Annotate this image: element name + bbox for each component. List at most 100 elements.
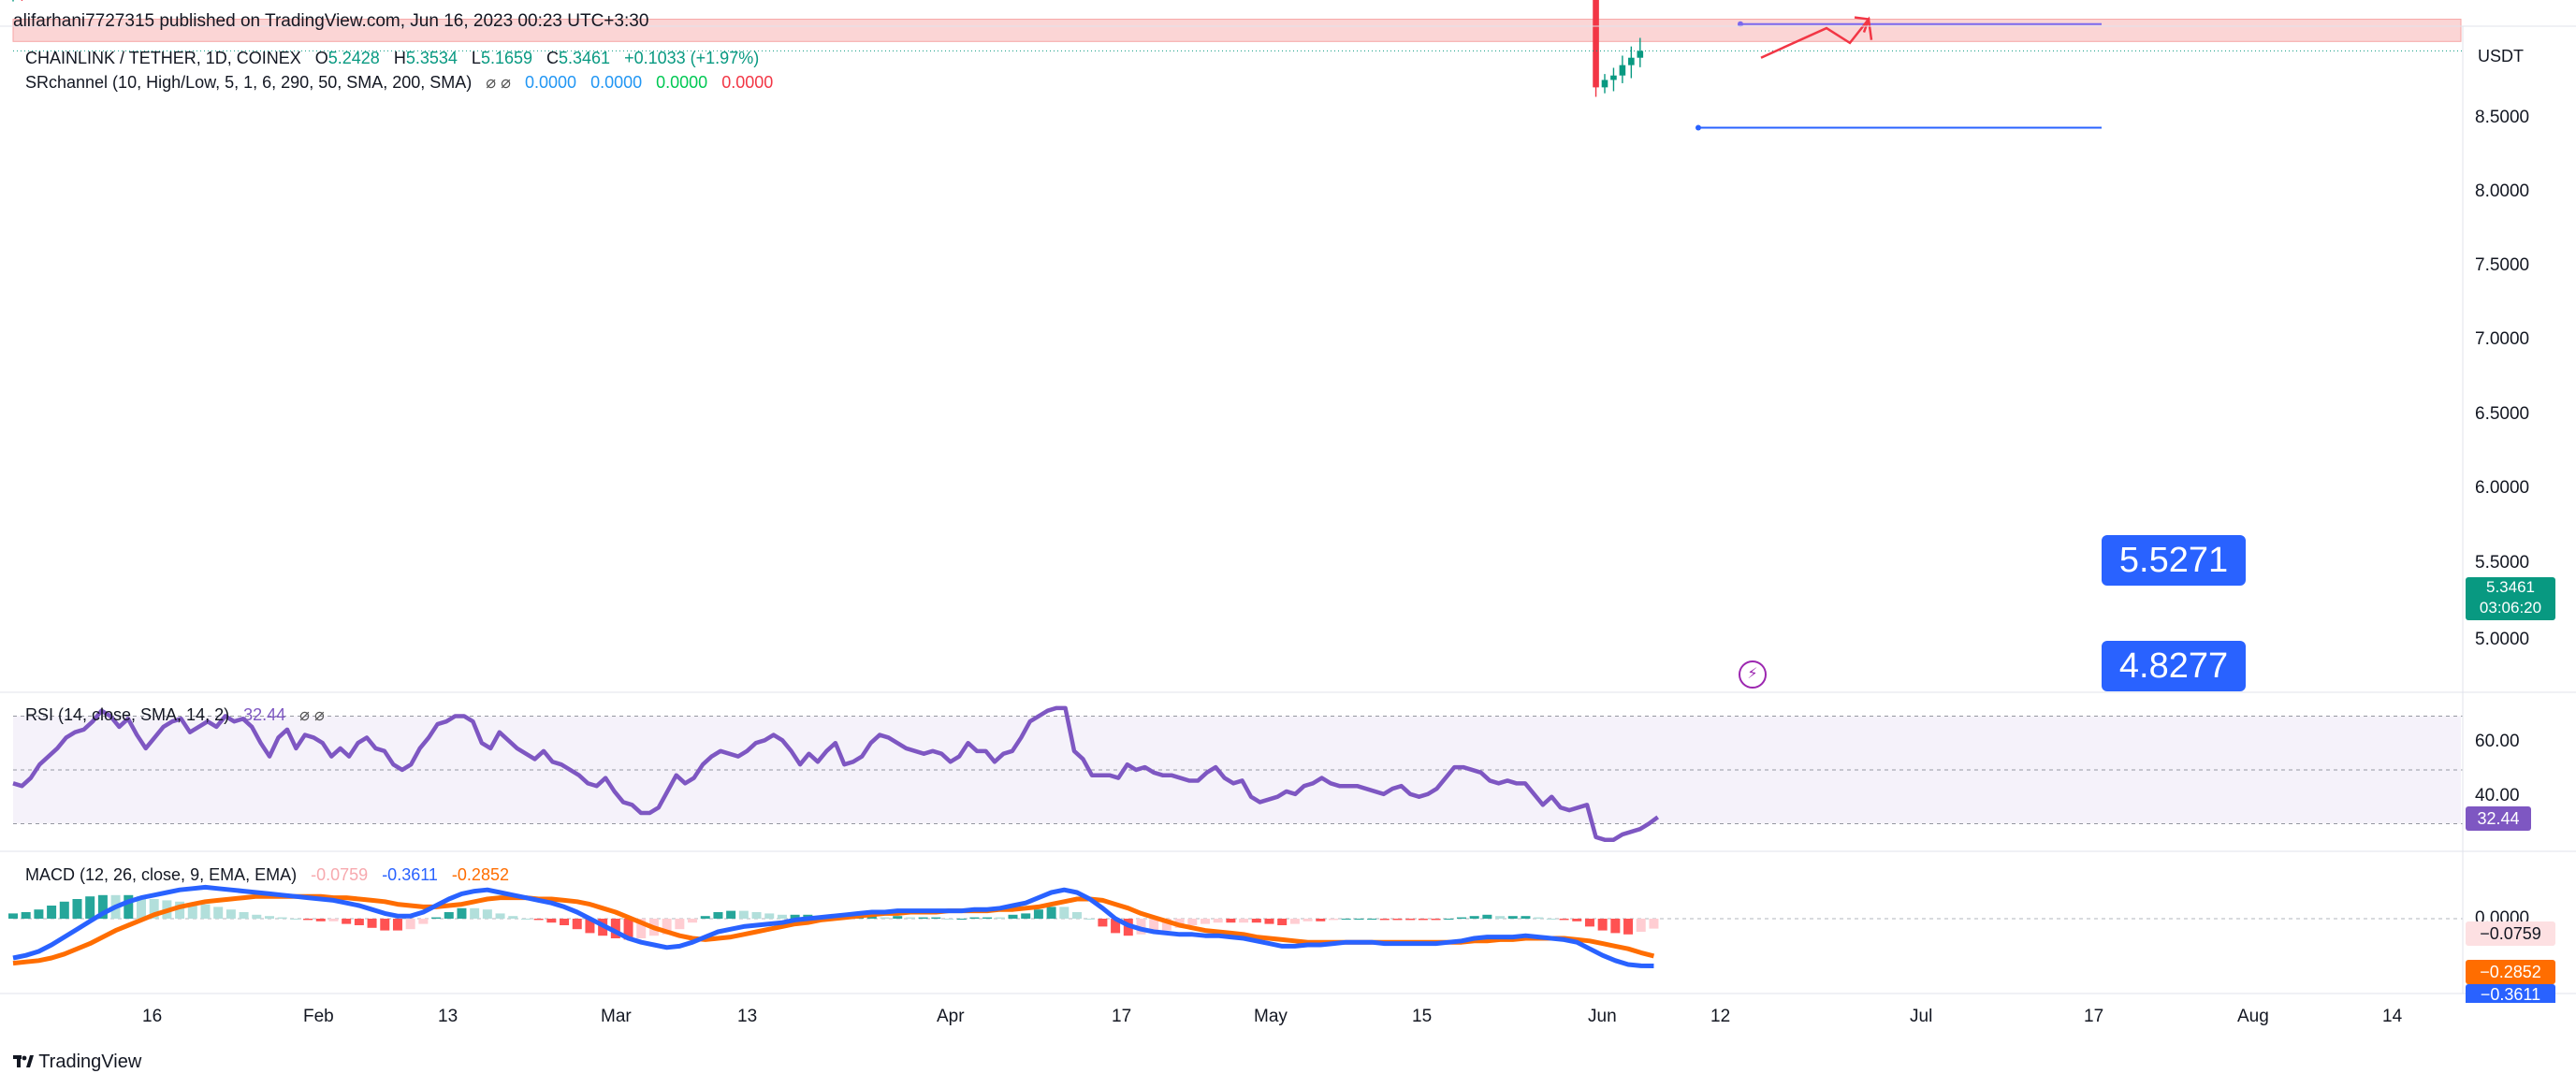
candle-body xyxy=(1593,0,1599,88)
high-label: H xyxy=(393,49,406,67)
rsi-title: RSI (14, close, SMA, 14, 2) xyxy=(25,705,230,724)
indicator-title: SRchannel (10, High/Low, 5, 1, 6, 290, 5… xyxy=(25,73,473,92)
macd-histogram-bar xyxy=(1251,919,1261,923)
macd-histogram-bar xyxy=(315,919,326,921)
change-value: +0.1033 (+1.97%) xyxy=(624,49,760,67)
macd-histogram-bar xyxy=(675,919,685,930)
symbol-title: CHAINLINK / TETHER, 1D, COINEX xyxy=(25,49,301,67)
symbol-legend[interactable]: CHAINLINK / TETHER, 1D, COINEX O5.2428 H… xyxy=(25,49,759,68)
macd-signal-line xyxy=(12,893,1655,966)
price-tick-label: 5.5000 xyxy=(2475,553,2530,573)
macd-histogram-bar xyxy=(1367,919,1377,920)
macd-histogram-bar xyxy=(982,917,993,919)
macd-histogram-bar xyxy=(1379,919,1390,921)
macd-histogram-bar xyxy=(457,907,467,919)
macd-histogram-bar xyxy=(1098,919,1108,927)
open-label: O xyxy=(314,49,328,67)
macd-histogram-bar xyxy=(1418,919,1428,921)
macd-histogram-bar xyxy=(1111,919,1121,934)
macd-histogram-bar xyxy=(1482,914,1492,919)
low-label: L xyxy=(471,49,481,67)
rsi-legend[interactable]: RSI (14, close, SMA, 14, 2) 32.44 ⌀ ⌀ xyxy=(25,705,325,725)
time-tick-label: Jul xyxy=(1910,1007,1933,1026)
macd-histogram-bar xyxy=(380,919,390,931)
indicator-eye-icons[interactable]: ⌀ ⌀ xyxy=(486,73,511,92)
macd-histogram-bar xyxy=(124,894,134,919)
target-level-label[interactable]: 5.5271 xyxy=(2102,535,2246,586)
bar-countdown: 03:06:20 xyxy=(2479,599,2542,617)
macd-histogram-bar xyxy=(136,896,146,919)
rsi-eye-icons[interactable]: ⌀ ⌀ xyxy=(299,705,325,724)
macd-histogram-bar xyxy=(1213,919,1223,923)
macd-histogram-bar xyxy=(636,919,647,938)
indicator-value-4: 0.0000 xyxy=(721,73,774,92)
macd-histogram-bar xyxy=(1405,919,1416,921)
macd-histogram-bar xyxy=(713,912,723,919)
time-tick-label: 14 xyxy=(2382,1007,2403,1026)
macd-histogram-bar xyxy=(1187,919,1198,925)
tradingview-logo[interactable]: TradingView xyxy=(13,1052,141,1073)
macd-histogram-bar xyxy=(995,917,1005,919)
published-line: alifarhani7727315 published on TradingVi… xyxy=(13,11,649,31)
macd-histogram-bar xyxy=(764,913,775,919)
indicator-legend[interactable]: SRchannel (10, High/Low, 5, 1, 6, 290, 5… xyxy=(25,73,773,93)
macd-histogram-bar xyxy=(893,916,903,919)
support-level-label[interactable]: 4.8277 xyxy=(2102,641,2246,691)
macd-histogram-bar xyxy=(1546,919,1556,920)
time-tick-label: Jun xyxy=(1588,1007,1617,1026)
projection-arrowhead xyxy=(1854,16,1870,33)
macd-histogram-bar xyxy=(1534,917,1544,919)
macd-histogram-bar xyxy=(1469,916,1479,919)
macd-histogram-bar xyxy=(431,917,442,919)
macd-line-value: -0.3611 xyxy=(382,865,438,884)
price-tick-label: 8.0000 xyxy=(2475,181,2530,201)
macd-histogram-bar xyxy=(1059,907,1070,919)
macd-histogram-bar xyxy=(508,916,518,919)
time-tick-label: 13 xyxy=(737,1007,758,1026)
macd-histogram-bar xyxy=(956,919,967,920)
macd-histogram-bar xyxy=(1495,916,1506,919)
macd-signal-badge: −0.2852 xyxy=(2466,960,2555,984)
lightning-alert-icon[interactable]: ⚡ xyxy=(1739,660,1767,689)
high-value: 5.3534 xyxy=(405,49,458,67)
macd-histogram-bar xyxy=(610,919,620,938)
macd-histogram-bar xyxy=(303,919,313,921)
macd-histogram-bar xyxy=(1149,919,1159,934)
macd-histogram-bar xyxy=(1136,919,1146,935)
macd-histogram-bar xyxy=(418,919,429,924)
rsi-value-badge: 32.44 xyxy=(2466,806,2531,831)
macd-line-badge: −0.3611 xyxy=(2466,984,2555,1003)
candle-body xyxy=(1601,80,1608,88)
price-tick-label: 8.5000 xyxy=(2475,108,2530,127)
macd-histogram-bar xyxy=(1649,919,1659,929)
support-level-anchor xyxy=(1696,124,1701,131)
macd-histogram-bar xyxy=(354,919,364,925)
macd-histogram-bar xyxy=(149,899,159,919)
macd-histogram-bar xyxy=(1316,919,1326,921)
price-tick-label: 6.5000 xyxy=(2475,404,2530,424)
macd-legend[interactable]: MACD (12, 26, close, 9, EMA, EMA) -0.075… xyxy=(25,865,509,885)
macd-histogram-bar xyxy=(905,917,915,919)
macd-histogram-bar xyxy=(1623,919,1634,935)
brand-name: TradingView xyxy=(38,1052,142,1072)
macd-histogram-bar xyxy=(1507,916,1518,919)
rsi-tick-label: 60.00 xyxy=(2475,732,2520,751)
macd-histogram-bar xyxy=(1021,913,1031,919)
current-price-badge: 5.3461 03:06:20 xyxy=(2466,577,2555,620)
macd-histogram-bar xyxy=(777,914,787,919)
macd-histogram-bar xyxy=(866,916,877,919)
indicator-value-2: 0.0000 xyxy=(590,73,643,92)
macd-histogram-bar xyxy=(264,916,274,919)
currency-label: USDT xyxy=(2478,47,2524,65)
close-label: C xyxy=(546,49,560,67)
macd-histogram-bar xyxy=(572,919,582,930)
macd-histogram-bar xyxy=(34,909,44,919)
macd-histogram-bar xyxy=(59,901,69,919)
time-tick-label: 13 xyxy=(438,1007,458,1026)
macd-histogram-bar xyxy=(585,919,595,934)
macd-histogram-bar xyxy=(969,917,980,919)
macd-histogram-bar xyxy=(200,904,211,919)
macd-histogram-bar xyxy=(1046,907,1056,919)
macd-histogram-bar xyxy=(21,912,31,919)
